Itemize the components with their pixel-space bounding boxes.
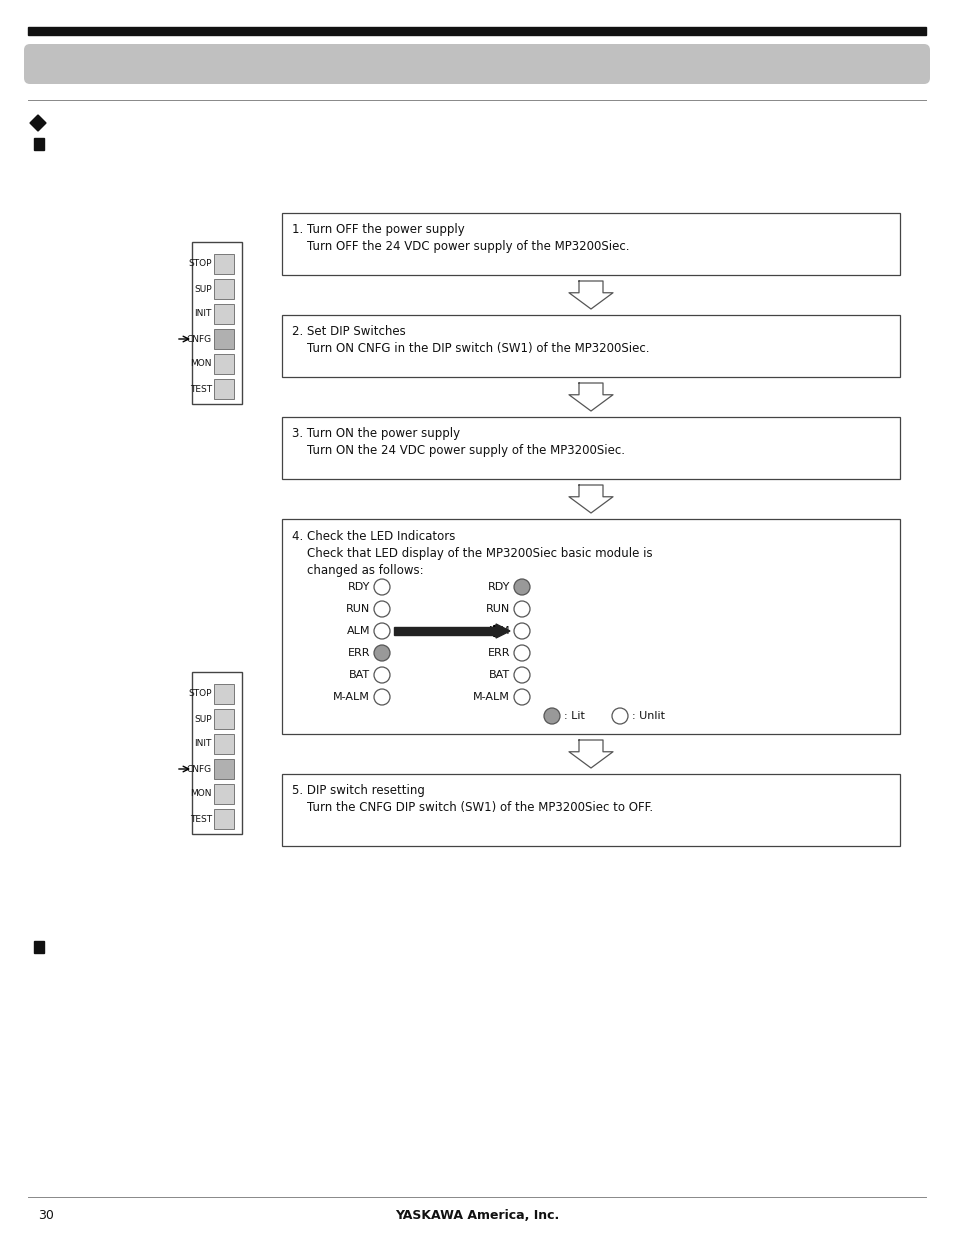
Text: MON: MON	[191, 789, 212, 799]
Text: ERR: ERR	[487, 648, 510, 658]
Bar	[213, 329, 233, 350]
Text: RUN: RUN	[485, 604, 510, 614]
Text: 2. Set DIP Switches: 2. Set DIP Switches	[292, 325, 405, 338]
Bar	[282, 774, 899, 846]
Text: : Unlit: : Unlit	[631, 711, 664, 721]
Text: MON: MON	[191, 359, 212, 368]
Text: CNFG: CNFG	[187, 335, 212, 343]
Circle shape	[374, 622, 390, 638]
Bar	[28, 27, 925, 35]
Text: YASKAWA America, Inc.: YASKAWA America, Inc.	[395, 1209, 558, 1221]
Text: Turn ON CNFG in the DIP switch (SW1) of the MP3200Siec.: Turn ON CNFG in the DIP switch (SW1) of …	[292, 342, 649, 354]
Polygon shape	[30, 115, 46, 131]
Circle shape	[514, 667, 530, 683]
Circle shape	[514, 579, 530, 595]
Text: STOP: STOP	[189, 689, 212, 699]
Circle shape	[543, 708, 559, 724]
Text: 1. Turn OFF the power supply: 1. Turn OFF the power supply	[292, 224, 464, 236]
Bar	[192, 672, 242, 834]
Text: Turn ON the 24 VDC power supply of the MP3200Siec.: Turn ON the 24 VDC power supply of the M…	[292, 445, 624, 457]
Bar	[213, 254, 233, 274]
Bar	[34, 941, 44, 953]
Circle shape	[612, 708, 627, 724]
Bar	[282, 212, 899, 275]
Text: M-ALM: M-ALM	[333, 692, 370, 701]
Bar	[282, 315, 899, 377]
Bar	[394, 627, 496, 635]
Text: M-ALM: M-ALM	[473, 692, 510, 701]
Text: TEST: TEST	[190, 815, 212, 824]
Polygon shape	[568, 383, 613, 411]
Circle shape	[374, 689, 390, 705]
Bar	[213, 304, 233, 324]
Bar	[213, 809, 233, 829]
Text: BAT: BAT	[488, 671, 510, 680]
Text: RUN: RUN	[345, 604, 370, 614]
Circle shape	[374, 579, 390, 595]
Circle shape	[514, 645, 530, 661]
Text: INIT: INIT	[194, 310, 212, 319]
Text: ALM: ALM	[346, 626, 370, 636]
Text: TEST: TEST	[190, 384, 212, 394]
Text: changed as follows:: changed as follows:	[292, 564, 423, 577]
Text: INIT: INIT	[194, 740, 212, 748]
Circle shape	[374, 601, 390, 618]
Bar	[192, 242, 242, 404]
Bar	[213, 784, 233, 804]
Bar	[34, 138, 44, 149]
Text: 3. Turn ON the power supply: 3. Turn ON the power supply	[292, 427, 459, 440]
Bar	[213, 684, 233, 704]
Circle shape	[374, 667, 390, 683]
FancyBboxPatch shape	[24, 44, 929, 84]
Text: SUP: SUP	[194, 284, 212, 294]
Bar	[213, 354, 233, 374]
Text: RDY: RDY	[487, 582, 510, 592]
Polygon shape	[568, 485, 613, 513]
Text: Turn OFF the 24 VDC power supply of the MP3200Siec.: Turn OFF the 24 VDC power supply of the …	[292, 240, 629, 253]
Text: CNFG: CNFG	[187, 764, 212, 773]
Bar	[213, 709, 233, 729]
Circle shape	[374, 645, 390, 661]
Text: ERR: ERR	[347, 648, 370, 658]
Bar	[282, 519, 899, 734]
Text: ALM: ALM	[486, 626, 510, 636]
Bar	[213, 734, 233, 755]
Text: STOP: STOP	[189, 259, 212, 268]
Polygon shape	[568, 282, 613, 309]
Bar	[213, 760, 233, 779]
Text: 30: 30	[38, 1209, 53, 1221]
Polygon shape	[496, 624, 510, 638]
Bar	[282, 417, 899, 479]
Text: 5. DIP switch resetting: 5. DIP switch resetting	[292, 784, 424, 797]
Text: SUP: SUP	[194, 715, 212, 724]
Bar	[213, 279, 233, 299]
Text: Turn the CNFG DIP switch (SW1) of the MP3200Siec to OFF.: Turn the CNFG DIP switch (SW1) of the MP…	[292, 802, 653, 814]
Bar	[213, 379, 233, 399]
Text: Check that LED display of the MP3200Siec basic module is: Check that LED display of the MP3200Siec…	[292, 547, 652, 559]
Text: RDY: RDY	[347, 582, 370, 592]
Text: : Lit: : Lit	[563, 711, 584, 721]
Circle shape	[514, 601, 530, 618]
Circle shape	[514, 689, 530, 705]
Circle shape	[514, 622, 530, 638]
Text: BAT: BAT	[349, 671, 370, 680]
Text: 4. Check the LED Indicators: 4. Check the LED Indicators	[292, 530, 455, 543]
Polygon shape	[568, 740, 613, 768]
